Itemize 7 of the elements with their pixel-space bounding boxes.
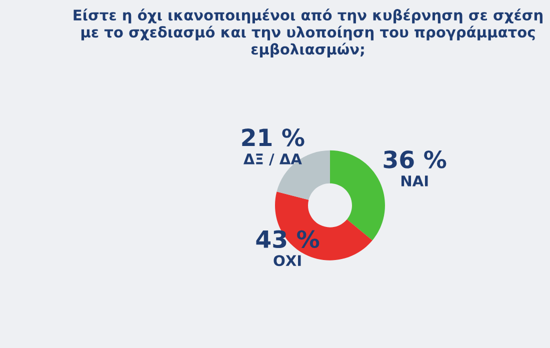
slice-label: ΔΞ / ΔΑ bbox=[243, 154, 302, 166]
slice-label: ΟΧΙ bbox=[274, 255, 301, 266]
data-label: 36 % bbox=[384, 150, 446, 168]
slice-label: ΝΑΙ bbox=[401, 176, 428, 186]
chart-title: Είστε η όχι ικανοποιημένοι από την κυβέρνηση σε σχέση με το σχεδιασμό και την υλοποίηση του προγράμματος εμβολιασμών; bbox=[74, 8, 542, 58]
data-label: 43 % bbox=[256, 230, 320, 248]
data-label: 21 % bbox=[242, 128, 304, 146]
